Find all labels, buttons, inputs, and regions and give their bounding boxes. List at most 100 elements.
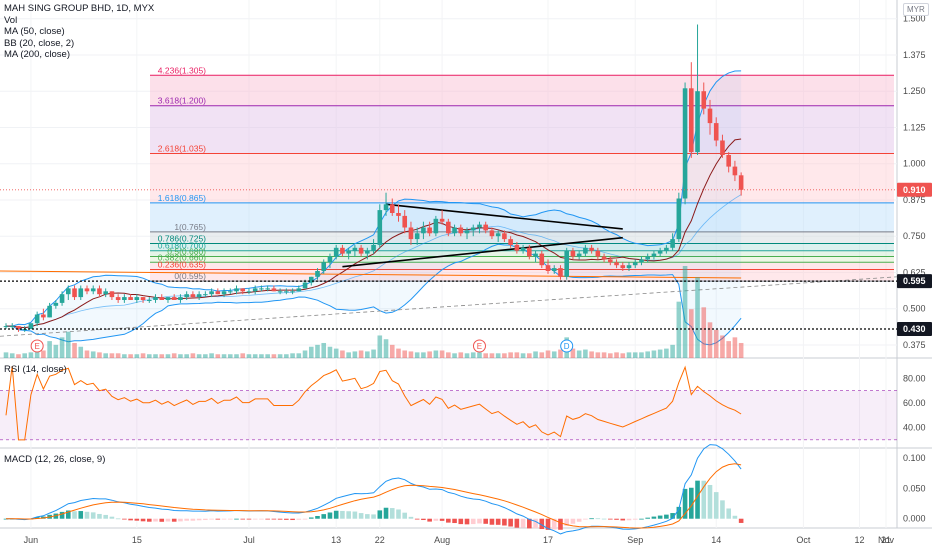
volume-bar <box>271 354 277 358</box>
candle-body <box>346 250 351 254</box>
volume-bars <box>3 266 744 358</box>
volume-bar <box>246 354 252 358</box>
macd-histogram-bar <box>452 518 457 524</box>
volume-bar <box>59 337 65 358</box>
volume-bar <box>215 354 221 358</box>
volume-bar <box>66 331 71 358</box>
candle-body <box>47 305 52 318</box>
volume-bar <box>470 352 476 358</box>
candle-body <box>470 227 476 231</box>
macd-histogram-bar <box>738 518 744 523</box>
event-marker-label: D <box>564 342 570 351</box>
fib-level-label: 1(0.765) <box>174 222 206 232</box>
volume-bar <box>626 352 632 358</box>
candle-body <box>439 218 445 222</box>
candle-body <box>564 250 569 277</box>
event-marker-label: E <box>34 342 39 351</box>
time-tick-label: 22 <box>375 535 385 545</box>
macd-histogram-bar <box>701 480 707 519</box>
ma50-line <box>6 138 742 329</box>
candle-body <box>28 323 34 329</box>
rsi-tick-label: 80.00 <box>903 373 926 383</box>
candle-body <box>639 259 644 263</box>
macd-histogram-bar <box>340 510 345 519</box>
macd-histogram-bar <box>670 513 675 519</box>
horizontal-levels[interactable] <box>0 189 897 330</box>
macd-pane <box>3 444 744 535</box>
candle-body <box>34 314 40 324</box>
price-tag-label: 0.595 <box>903 276 926 286</box>
time-tick-label: 15 <box>132 535 142 545</box>
rsi-band <box>0 390 897 440</box>
volume-bar <box>284 354 289 358</box>
price-axis[interactable]: 1.500 1.375 1.250 1.125 1.000 0.875 0.750 0.625… <box>897 14 932 524</box>
fib-level-label: 0.5(0.680) <box>167 247 206 257</box>
time-tick-label: Oct <box>796 535 811 545</box>
candle-body <box>284 291 289 293</box>
candle-body <box>128 297 133 300</box>
fib-band <box>150 256 894 263</box>
volume-bar <box>122 354 127 358</box>
time-tick-label: 21 <box>881 535 891 545</box>
volume-bar <box>327 346 333 358</box>
macd-histogram-bar <box>234 518 239 520</box>
volume-bar <box>738 342 744 358</box>
volume-bar <box>196 354 202 358</box>
candle-body <box>109 291 115 298</box>
volume-bar <box>53 344 59 358</box>
volume-bar <box>664 348 669 358</box>
trendline-drawings[interactable] <box>0 203 898 337</box>
candle-body <box>527 247 532 257</box>
macd-histogram-bar <box>259 518 264 520</box>
macd-histogram-bar <box>109 516 115 519</box>
macd-histogram-bar <box>389 508 395 519</box>
macd-histogram-bar <box>446 518 451 523</box>
fib-band <box>150 250 894 257</box>
event-marker <box>560 339 574 353</box>
volume-bar <box>514 352 520 358</box>
candle-body <box>9 326 15 328</box>
macd-histogram-bar <box>352 511 358 519</box>
symbol-title: MAH SING GROUP BHD, 1D, MYX <box>4 3 155 14</box>
macd-histogram-bar <box>545 518 551 530</box>
candle-body <box>209 291 214 295</box>
candle-body <box>315 271 320 277</box>
fib-band <box>150 202 894 232</box>
volume-bar <box>84 350 90 358</box>
candle-body <box>632 262 638 266</box>
macd-histogram-bar <box>551 518 557 530</box>
fib-retracement[interactable]: 4.236(1.305) 3.618(1.200) 2.618(1.035) 1.61… <box>150 65 894 282</box>
currency-badge[interactable]: MYR <box>903 3 929 16</box>
macd-tick-label: 0.000 <box>903 514 926 524</box>
macd-histogram-bar <box>726 508 731 519</box>
fib-level-label: 2.618(1.035) <box>158 144 206 154</box>
volume-bar <box>483 353 489 358</box>
candle-body <box>203 294 208 296</box>
volume-bar <box>707 322 713 358</box>
volume-bar <box>259 354 264 358</box>
volume-bar <box>651 350 657 358</box>
volume-bar <box>209 353 214 358</box>
candle-body <box>90 288 96 292</box>
time-tick-label: Jul <box>243 535 255 545</box>
candle-body <box>259 288 264 290</box>
macd-tick-label: 0.050 <box>903 483 926 493</box>
volume-bar <box>240 353 246 358</box>
candle-body <box>389 204 395 213</box>
candle-body <box>377 210 383 245</box>
macd-histogram-bar <box>34 517 40 519</box>
time-tick-label: 14 <box>711 535 721 545</box>
legend-ma200: MA (200, close) <box>4 49 70 60</box>
macd-histogram-bar <box>632 518 638 520</box>
volume-bar <box>614 352 619 358</box>
volume-bar <box>533 351 538 358</box>
macd-histogram-bar <box>707 484 713 519</box>
volume-bar <box>527 353 532 358</box>
candle-body <box>601 256 607 260</box>
time-tick-label: 17 <box>543 535 553 545</box>
volume-bar <box>645 351 650 358</box>
candle-body <box>608 259 613 263</box>
